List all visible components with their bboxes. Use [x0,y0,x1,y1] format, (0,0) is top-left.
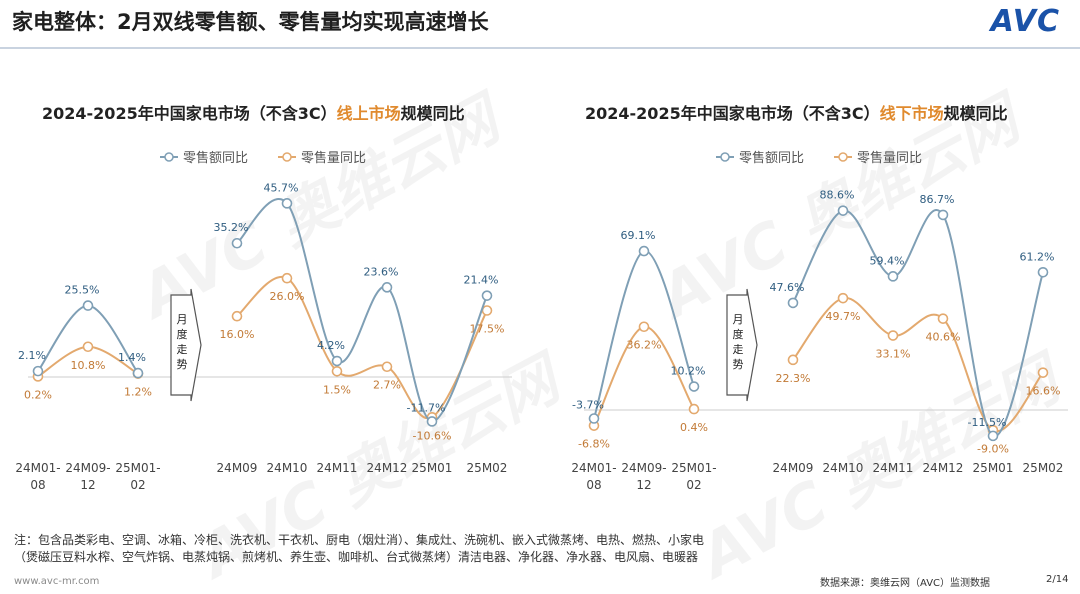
data-label: 59.4% [870,254,905,267]
page-number: 2/14 [1046,574,1068,585]
data-point [789,298,798,307]
data-label: 10.2% [671,365,706,378]
tick-label: 25M02 [1023,461,1064,475]
data-label: -9.0% [977,442,1009,455]
data-label: 22.3% [776,372,811,385]
tick-label: 24M10 [823,461,864,475]
data-point [889,272,898,281]
data-point [690,382,699,391]
trend-arrow-label: 走 [733,343,744,356]
data-label: 40.6% [926,331,961,344]
footnote-line: 注：包含品类彩电、空调、冰箱、冷柜、洗衣机、干衣机、厨电（烟灶消）、集成灶、洗碗… [14,532,774,549]
tick-label: 24M09- [621,461,666,475]
footnote: 注：包含品类彩电、空调、冰箱、冷柜、洗衣机、干衣机、厨电（烟灶消）、集成灶、洗碗… [14,532,774,566]
data-point [1039,268,1048,277]
tick-label: 24M12 [923,461,964,475]
data-point [889,331,898,340]
tick-label: 24M09 [773,461,814,475]
data-label: 36.2% [627,339,662,352]
data-point [989,431,998,440]
data-point [640,322,649,331]
data-point [789,355,798,364]
data-point [690,405,699,414]
site-url: www.avc-mr.com [14,576,99,587]
data-point [640,247,649,256]
data-label: 47.6% [770,281,805,294]
data-point [590,414,599,423]
legend-marker [839,153,847,161]
tick-label: 02 [686,478,701,492]
data-point [839,294,848,303]
value-series-line [594,251,694,419]
trend-arrow-label: 月 [733,313,744,326]
tick-label: 25M01- [671,461,716,475]
data-label: 49.7% [826,310,861,323]
data-label: 33.1% [876,348,911,361]
trend-arrow-label: 度 [733,327,744,341]
chart-svg: 零售额同比 零售量同比月度走势 24M01- 08 24M09- 12 25M01- 02 -6… [0,0,1080,593]
tick-label: 25M01 [973,461,1014,475]
data-point [839,206,848,215]
data-point [1039,368,1048,377]
legend-marker [721,153,729,161]
data-label: 61.2% [1020,250,1055,263]
tick-label: 24M11 [873,461,914,475]
data-source: 数据来源：奥维云网（AVC）监测数据 [820,574,990,589]
data-label: 86.7% [920,193,955,206]
data-point [939,210,948,219]
data-point [939,314,948,323]
data-label: -11.5% [968,416,1007,429]
tick-label: 12 [636,478,651,492]
data-label: -3.7% [572,399,604,412]
data-label: -6.8% [578,438,610,451]
data-label: 88.6% [820,189,855,202]
trend-arrow-label: 势 [733,358,744,371]
data-label: 69.1% [621,229,656,242]
tick-label: 08 [586,478,601,492]
footnote-line: （煲磁压豆料水榨、空气炸锅、电蒸炖锅、煎烤机、养生壶、咖啡机、台式微蒸烤）清洁电… [14,549,774,566]
chart-offline: 零售额同比 零售量同比月度走势 24M01- 08 24M09- 12 25M01- 02 -6… [0,0,1080,593]
legend-label: 零售量同比 [857,150,922,166]
legend-label: 零售额同比 [739,150,804,166]
data-label: 0.4% [680,421,708,434]
tick-label: 24M01- [571,461,616,475]
data-label: 16.6% [1026,385,1061,398]
